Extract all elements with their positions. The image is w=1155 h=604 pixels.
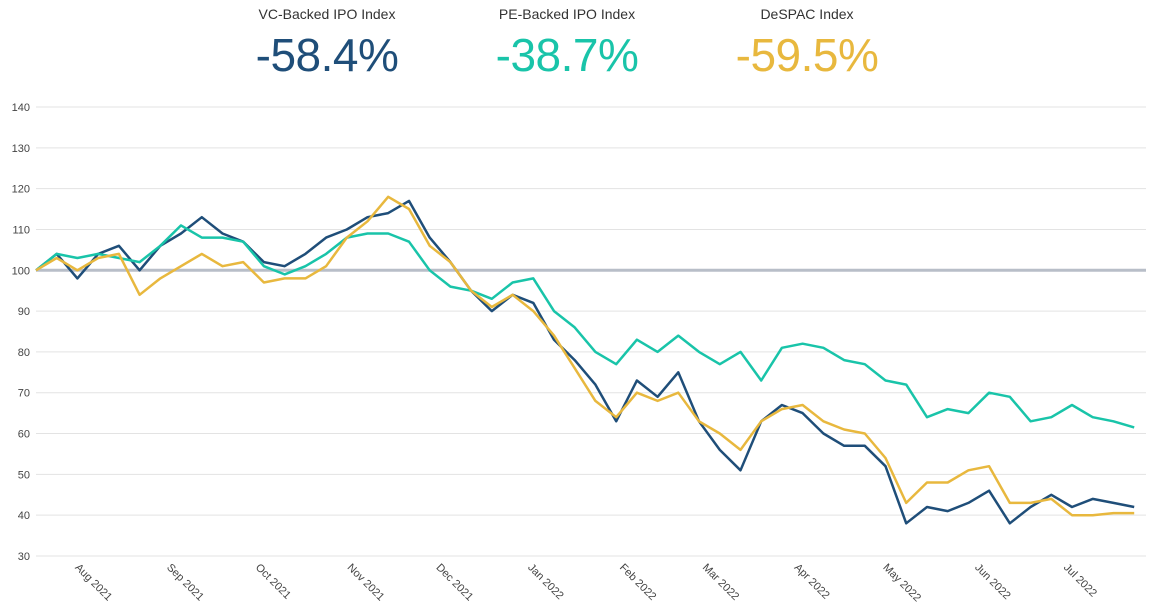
- x-axis: Aug 2021 Sep 2021 Oct 2021 Nov 2021 Dec 2021…: [72, 562, 1099, 604]
- x-tick-label: Dec 2021: [433, 562, 475, 604]
- x-tick-label: Mar 2022: [700, 562, 741, 603]
- x-tick-label: Jan 2022: [525, 562, 565, 602]
- y-tick-label: 120: [12, 184, 30, 196]
- kpi-vc-label: VC-Backed IPO Index: [258, 6, 396, 22]
- x-tick-label: May 2022: [880, 562, 923, 604]
- x-tick-label: Aug 2021: [72, 562, 114, 604]
- kpi-despac-label: DeSPAC Index: [760, 6, 854, 22]
- y-tick-label: 100: [12, 265, 30, 277]
- kpi-vc-value: -58.4%: [255, 29, 399, 81]
- x-tick-label: Feb 2022: [617, 562, 658, 603]
- series-line-pe-backed: [35, 224, 1135, 429]
- x-tick-label: Jun 2022: [972, 562, 1012, 602]
- y-tick-label: 110: [12, 224, 30, 236]
- y-axis: 30 40 50 60 70 80 90 100 110 120 130 140: [12, 102, 30, 563]
- kpi-despac-value: -59.5%: [735, 29, 879, 81]
- kpi-vc-backed: VC-Backed IPO Index -58.4%: [212, 6, 442, 82]
- y-tick-label: 90: [18, 306, 30, 318]
- series-line-vc-backed: [35, 199, 1135, 525]
- kpi-pe-value: -38.7%: [495, 29, 639, 81]
- y-tick-label: 30: [18, 551, 30, 563]
- series-lines: [35, 195, 1135, 525]
- series-line-despac: [35, 195, 1135, 517]
- kpi-despac: DeSPAC Index -59.5%: [692, 6, 922, 82]
- y-tick-label: 80: [18, 347, 30, 359]
- x-tick-label: Nov 2021: [345, 562, 387, 604]
- kpi-pe-backed: PE-Backed IPO Index -38.7%: [452, 6, 682, 82]
- y-tick-label: 70: [18, 388, 30, 400]
- y-tick-label: 60: [18, 429, 30, 441]
- x-tick-label: Oct 2021: [253, 562, 293, 602]
- x-tick-label: Sep 2021: [164, 562, 206, 604]
- grid-lines: [36, 106, 1146, 557]
- x-tick-label: Jul 2022: [1061, 562, 1099, 600]
- x-tick-label: Apr 2022: [792, 562, 832, 602]
- y-tick-label: 40: [18, 510, 30, 522]
- kpi-pe-label: PE-Backed IPO Index: [498, 6, 636, 22]
- y-tick-label: 140: [12, 102, 30, 114]
- y-tick-label: 130: [12, 143, 30, 155]
- y-tick-label: 50: [18, 469, 30, 481]
